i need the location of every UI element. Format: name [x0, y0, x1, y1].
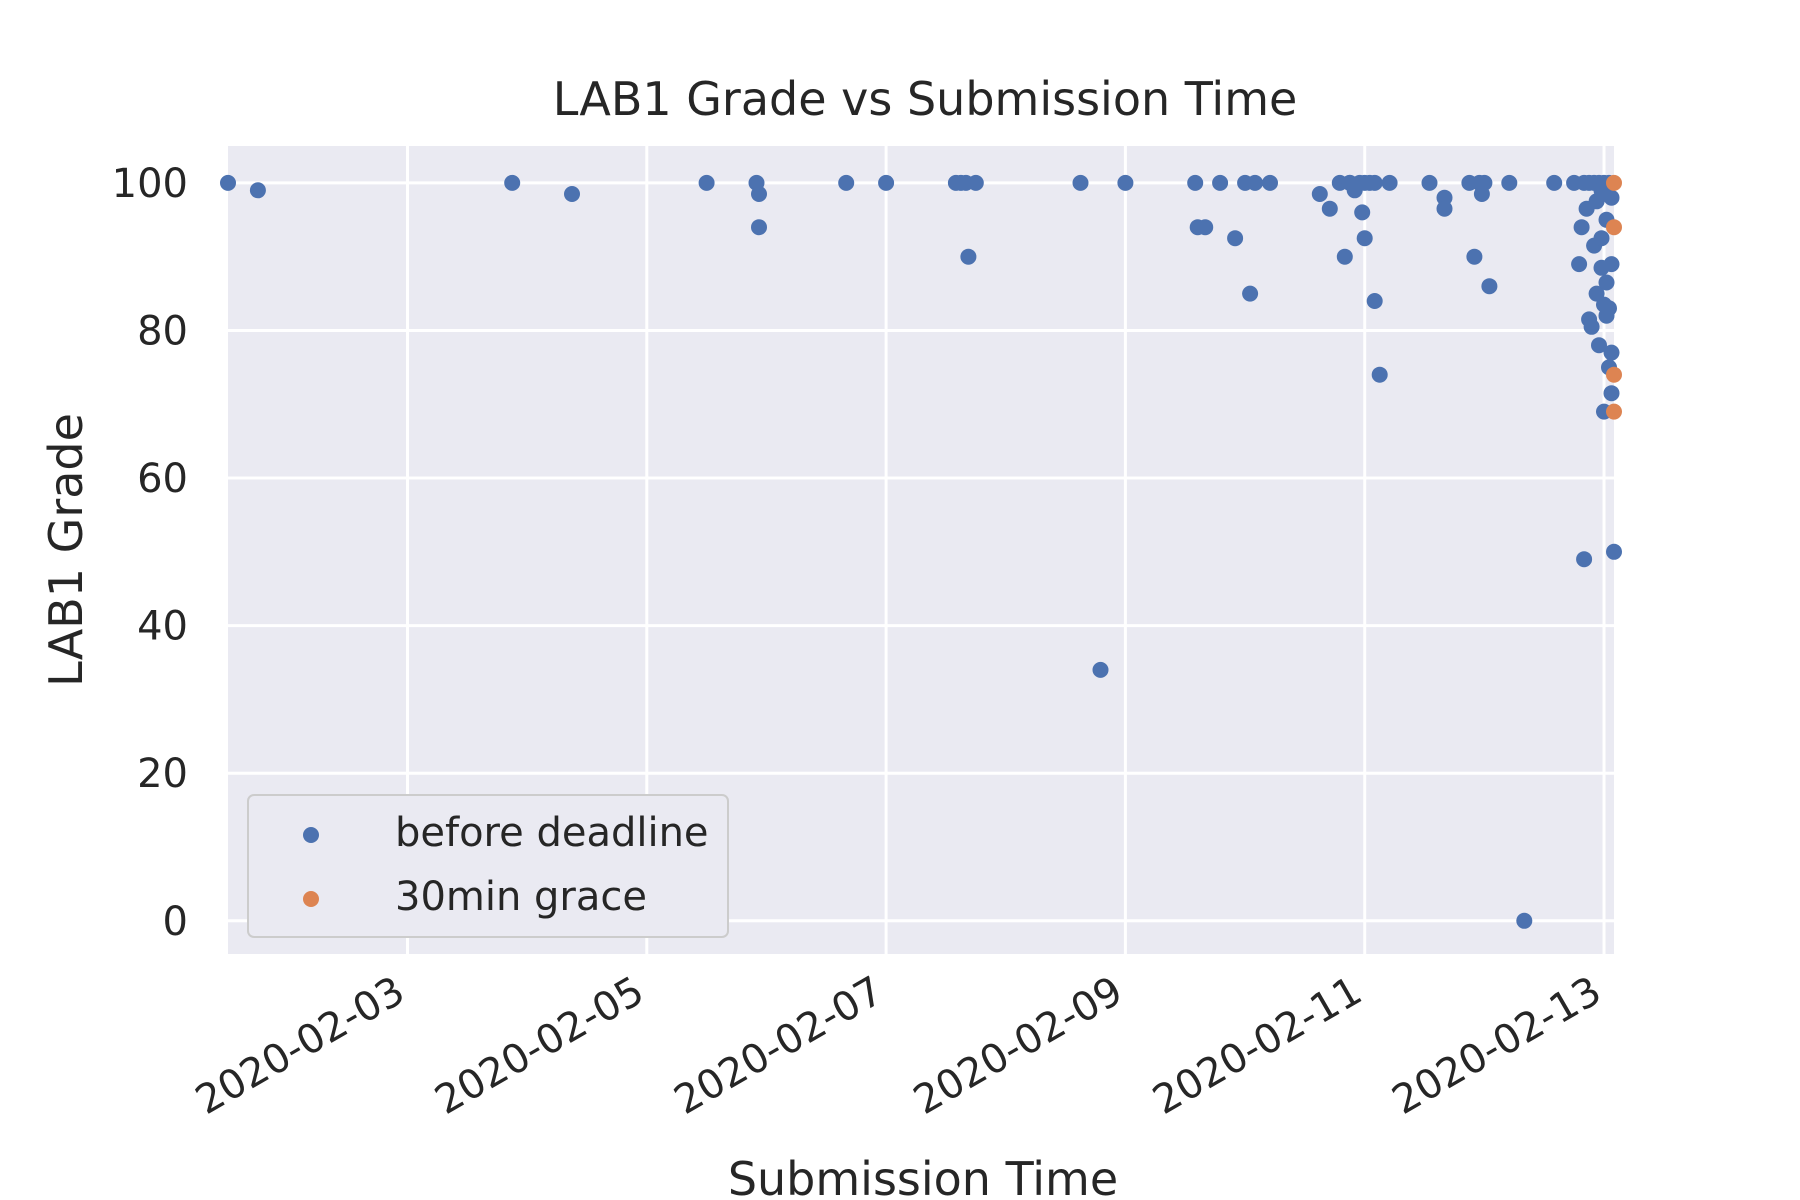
point-before-deadline — [1593, 230, 1610, 247]
point-before-deadline — [1072, 174, 1089, 191]
point-before-deadline — [1603, 385, 1620, 402]
point-before-deadline — [1601, 300, 1617, 317]
point-before-deadline — [1583, 318, 1600, 335]
point-before-deadline — [1381, 174, 1398, 191]
point-before-deadline — [1481, 278, 1498, 295]
point-before-deadline — [1571, 256, 1588, 273]
point-before-deadline — [564, 186, 580, 202]
y-tick-label: 40 — [137, 604, 188, 650]
chart-title: LAB1 Grade vs Submission Time — [553, 72, 1298, 126]
legend-label-grace: 30min grace — [395, 874, 647, 920]
y-tick-label: 80 — [137, 308, 188, 354]
point-grace — [1606, 403, 1622, 420]
point-before-deadline — [1311, 186, 1328, 202]
point-before-deadline — [878, 174, 895, 191]
point-before-deadline — [1212, 174, 1229, 191]
y-axis-label: LAB1 Grade — [39, 413, 93, 687]
x-tick-label: 2020-02-09 — [906, 968, 1130, 1124]
point-before-deadline — [1117, 174, 1134, 191]
grid-lines — [228, 146, 1614, 954]
point-before-deadline — [838, 174, 855, 191]
point-before-deadline — [1421, 174, 1438, 191]
point-before-deadline — [1247, 174, 1263, 191]
legend: before deadline 30min grace — [247, 794, 729, 938]
x-tick-label: 2020-02-03 — [188, 968, 412, 1124]
point-before-deadline — [1336, 248, 1353, 265]
point-before-deadline — [1356, 230, 1373, 247]
y-tick-label: 60 — [137, 456, 188, 502]
point-before-deadline — [1366, 174, 1383, 191]
point-before-deadline — [249, 182, 266, 199]
point-before-deadline — [1366, 293, 1383, 309]
x-tick-label: 2020-02-05 — [427, 968, 651, 1124]
y-tick-label: 0 — [163, 899, 188, 945]
x-tick-label: 2020-02-11 — [1145, 968, 1369, 1124]
legend-marker-before-deadline — [303, 827, 319, 843]
point-before-deadline — [1242, 285, 1259, 302]
legend-label-before-deadline: before deadline — [395, 810, 709, 856]
point-before-deadline — [1197, 219, 1214, 236]
point-before-deadline — [1227, 230, 1244, 247]
point-before-deadline — [1591, 337, 1607, 354]
point-before-deadline — [1354, 204, 1371, 221]
point-before-deadline — [1262, 174, 1278, 191]
point-grace — [1606, 366, 1622, 383]
x-axis-ticks: 2020-02-03 2020-02-05 2020-02-07 2020-02-09… — [188, 968, 1609, 1124]
point-before-deadline — [1546, 174, 1563, 191]
point-before-deadline — [1436, 189, 1453, 206]
point-before-deadline — [1603, 344, 1620, 361]
point-before-deadline — [1501, 174, 1518, 191]
x-axis-label: Submission Time — [728, 1152, 1118, 1200]
point-before-deadline — [504, 174, 521, 191]
data-points — [220, 174, 1622, 929]
y-axis-ticks: 0 20 40 60 80 100 — [112, 161, 188, 945]
point-before-deadline — [1606, 543, 1622, 560]
point-before-deadline — [1593, 182, 1610, 199]
point-before-deadline — [1598, 274, 1615, 291]
x-tick-label: 2020-02-13 — [1385, 968, 1609, 1124]
legend-box — [247, 794, 729, 938]
point-before-deadline — [967, 174, 984, 191]
point-before-deadline — [751, 219, 767, 236]
point-before-deadline — [1516, 912, 1533, 929]
x-tick-label: 2020-02-07 — [667, 968, 891, 1124]
point-before-deadline — [1603, 256, 1620, 273]
point-before-deadline — [1466, 248, 1483, 265]
point-before-deadline — [1092, 661, 1109, 678]
point-before-deadline — [1187, 174, 1204, 191]
point-before-deadline — [1321, 200, 1338, 217]
point-before-deadline — [960, 248, 977, 265]
point-before-deadline — [1371, 366, 1388, 383]
point-before-deadline — [220, 174, 236, 191]
point-before-deadline — [698, 174, 715, 191]
point-before-deadline — [1476, 174, 1493, 191]
y-tick-label: 20 — [137, 751, 188, 797]
point-before-deadline — [1576, 551, 1593, 568]
point-grace — [1606, 174, 1622, 191]
point-before-deadline — [751, 186, 767, 202]
point-before-deadline — [1436, 200, 1453, 217]
legend-marker-grace — [303, 891, 319, 907]
point-before-deadline — [1573, 219, 1590, 236]
y-tick-label: 100 — [112, 161, 188, 207]
point-grace — [1606, 219, 1622, 236]
